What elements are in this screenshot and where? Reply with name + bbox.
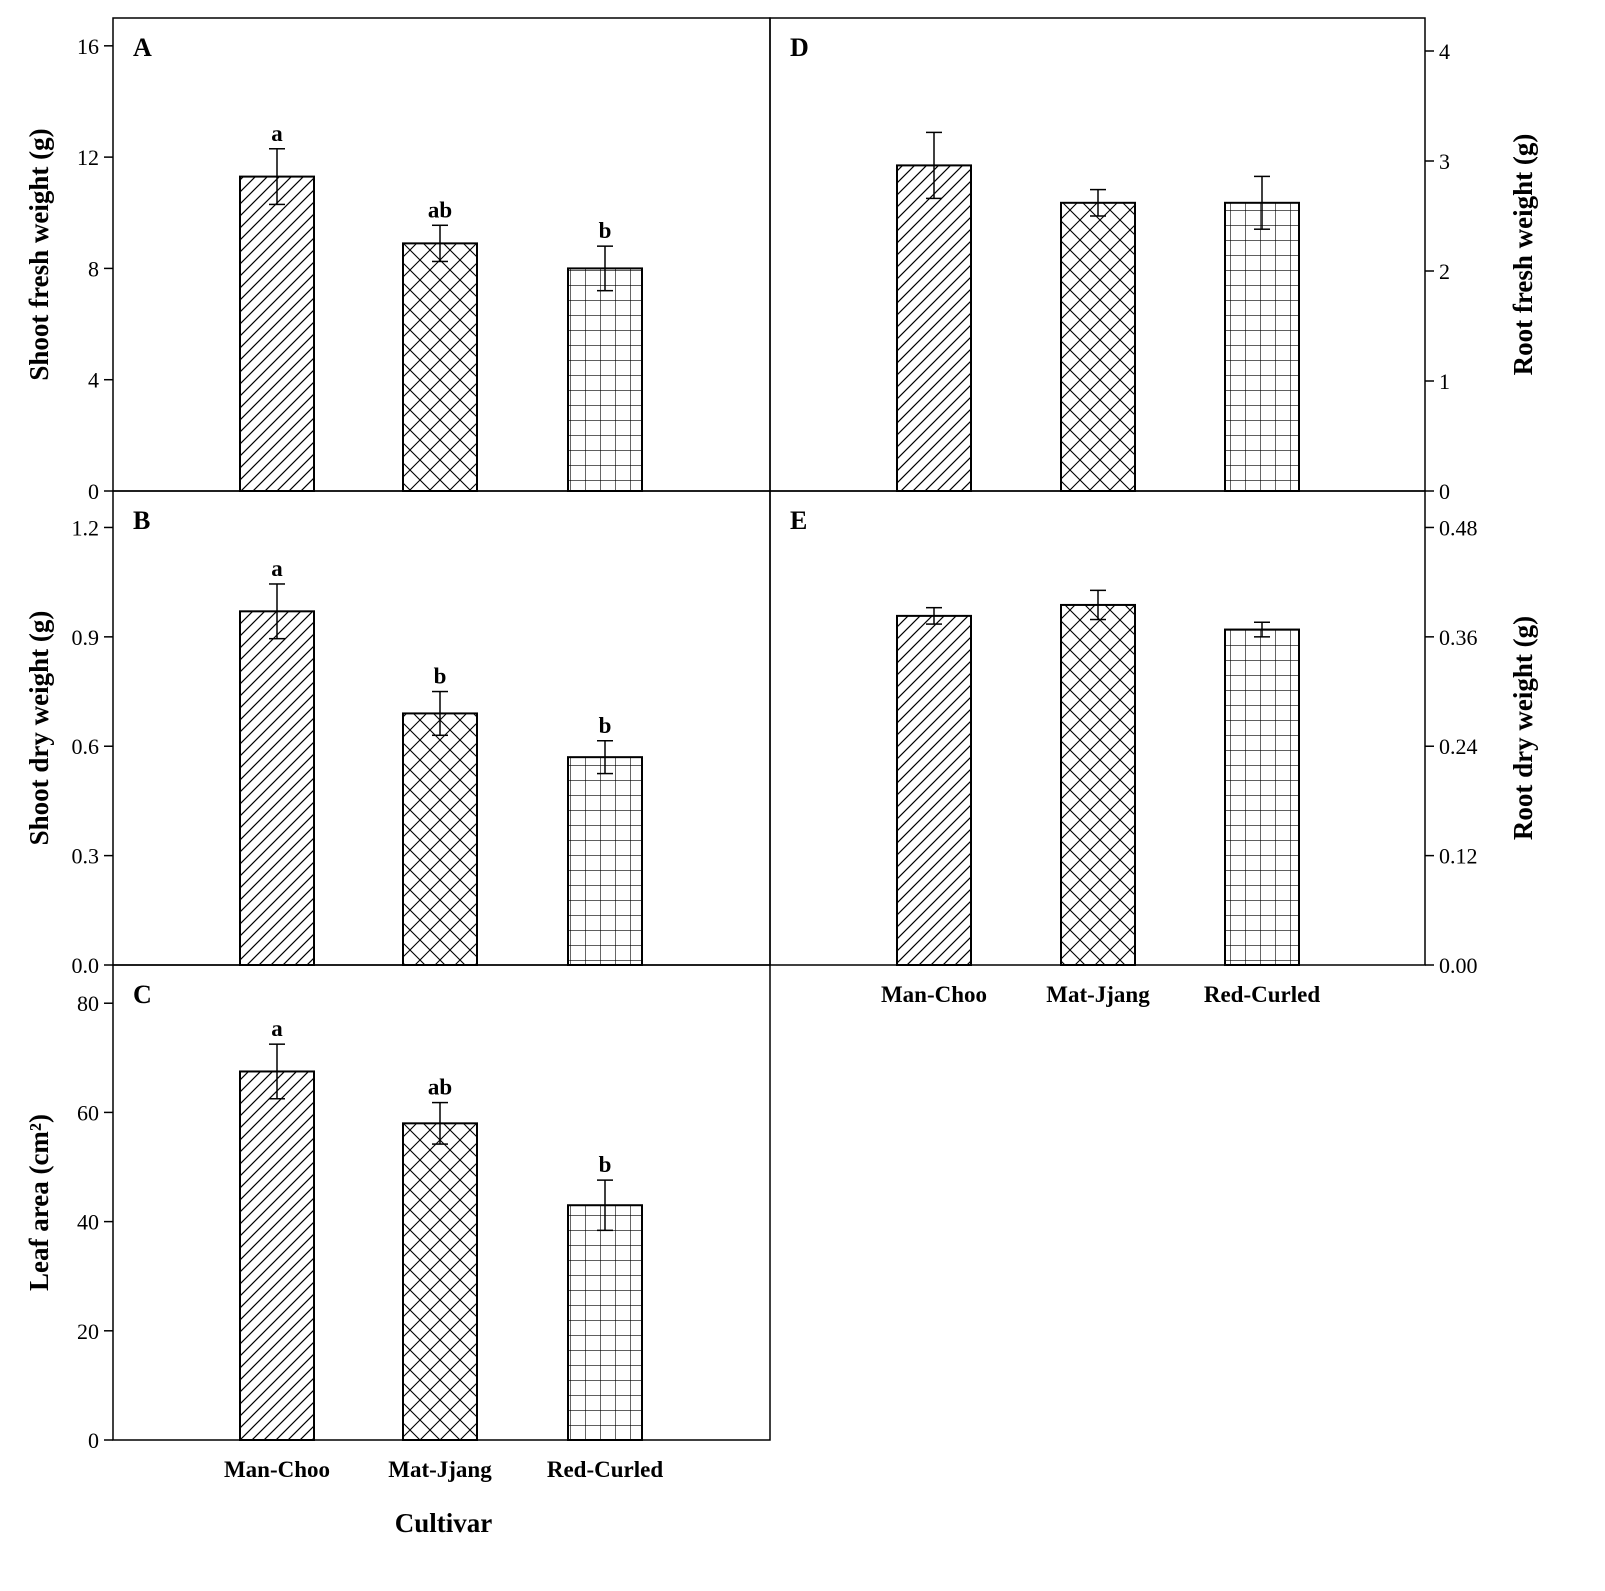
x-tick-label: Mat-Jjang <box>388 1457 492 1482</box>
y-tick-label: 0.48 <box>1439 515 1478 540</box>
y-tick-label: 0.00 <box>1439 953 1478 978</box>
x-tick-label: Mat-Jjang <box>1046 982 1150 1007</box>
bar-red-curled <box>567 1204 643 1441</box>
panel-letter: B <box>133 506 150 535</box>
x-tick-label: Red-Curled <box>547 1457 663 1482</box>
bar-red-curled <box>567 267 643 493</box>
x-axis-title: Cultivar <box>395 1508 493 1538</box>
bar-man-choo <box>896 164 972 492</box>
significance-label: ab <box>428 1075 452 1100</box>
panel-letter: C <box>133 980 152 1009</box>
significance-label: b <box>434 664 447 689</box>
y-axis-title: Root dry weight (g) <box>1508 616 1538 840</box>
panel-b: 0.0 0.3 0.6 0.9 1.2 B Shoot dry weight (g) a b b <box>24 490 771 978</box>
y-tick-label: 20 <box>77 1319 99 1344</box>
y-tick-label: 0.24 <box>1439 734 1478 759</box>
y-axis-title: Leaf area (cm²) <box>24 1114 54 1291</box>
y-tick-label: 0.36 <box>1439 625 1478 650</box>
significance-label: a <box>271 1016 283 1041</box>
x-tick-label: Red-Curled <box>1204 982 1320 1007</box>
y-tick-label: 0 <box>1439 479 1450 504</box>
y-tick-label: 0.6 <box>72 734 100 759</box>
bar-man-choo <box>239 1070 315 1442</box>
y-tick-label: 0 <box>88 479 99 504</box>
significance-label: a <box>271 121 283 146</box>
y-tick-label: 0 <box>88 1428 99 1453</box>
bar-man-choo <box>896 614 972 967</box>
bar-mat-jjang <box>402 712 478 967</box>
y-tick-label: 4 <box>88 368 99 393</box>
bar-mat-jjang <box>1060 201 1136 493</box>
y-tick-label: 8 <box>88 256 99 281</box>
y-tick-label: 0.0 <box>72 953 100 978</box>
bar-mat-jjang <box>1060 603 1136 966</box>
panel-a: 0 4 8 12 16 A Shoot fresh weight (g) a ab b <box>24 17 771 504</box>
bar-mat-jjang <box>402 242 478 492</box>
y-axis-title: Shoot fresh weight (g) <box>24 128 54 380</box>
y-tick-label: 4 <box>1439 39 1450 64</box>
y-axis-title: Root fresh weight (g) <box>1508 134 1538 376</box>
y-tick-label: 3 <box>1439 149 1450 174</box>
y-axis-title: Shoot dry weight (g) <box>24 611 54 846</box>
bar-red-curled <box>1224 201 1300 493</box>
x-tick-label: Man-Choo <box>224 1457 330 1482</box>
panel-c: 0 20 40 60 80 C Leaf area (cm²) a ab b Man-Choo Mat… <box>24 964 771 1538</box>
panel-e: 0.00 0.12 0.24 0.36 0.48 E Root dry weight (g)… <box>769 490 1538 1007</box>
panel-d: 0 1 2 3 4 D Root fresh weight (g) <box>769 17 1538 504</box>
panel-letter: E <box>790 506 807 535</box>
y-tick-label: 12 <box>77 145 99 170</box>
y-tick-label: 0.12 <box>1439 844 1478 869</box>
y-tick-label: 1 <box>1439 369 1450 394</box>
significance-label: b <box>599 1152 612 1177</box>
x-tick-label: Man-Choo <box>881 982 987 1007</box>
y-tick-label: 40 <box>77 1210 99 1235</box>
panel-letter: A <box>133 33 152 62</box>
bar-red-curled <box>567 756 643 967</box>
significance-label: b <box>599 218 612 243</box>
y-tick-label: 0.9 <box>72 625 100 650</box>
y-tick-label: 0.3 <box>72 844 100 869</box>
significance-label: ab <box>428 197 452 222</box>
bar-man-choo <box>239 610 315 966</box>
y-tick-label: 60 <box>77 1100 99 1125</box>
y-tick-label: 80 <box>77 991 99 1016</box>
significance-label: b <box>599 713 612 738</box>
bar-red-curled <box>1224 628 1300 966</box>
bar-man-choo <box>239 175 315 492</box>
panel-letter: D <box>790 33 809 62</box>
y-tick-label: 16 <box>77 34 99 59</box>
bar-mat-jjang <box>402 1122 478 1442</box>
significance-label: a <box>271 556 283 581</box>
y-tick-label: 1.2 <box>72 515 100 540</box>
y-tick-label: 2 <box>1439 259 1450 284</box>
